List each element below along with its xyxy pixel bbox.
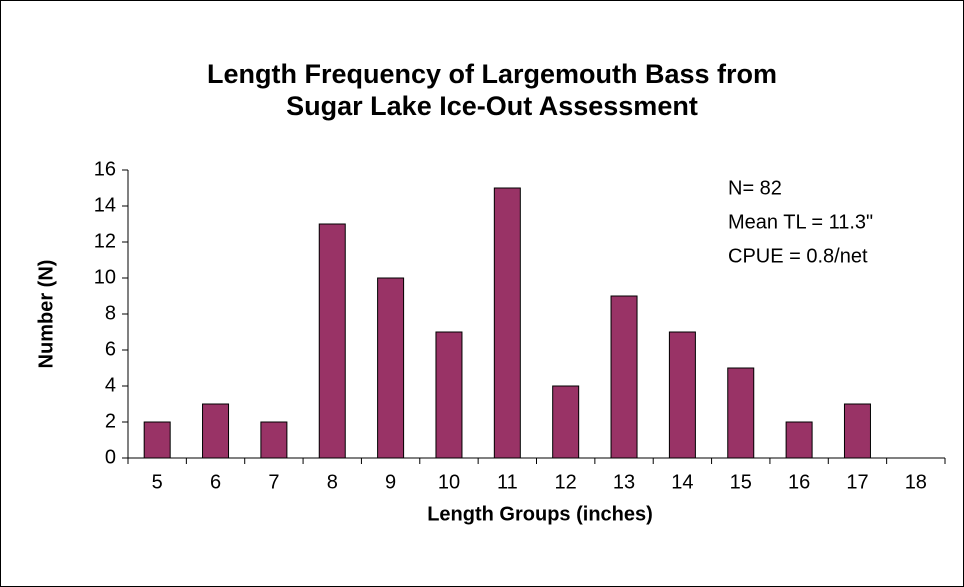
y-tick-label: 4 — [105, 374, 116, 396]
y-tick-label: 8 — [105, 302, 116, 324]
annotation: CPUE = 0.8/net — [728, 245, 868, 267]
chart-title: Length Frequency of Largemouth Bass from — [207, 59, 777, 89]
y-tick-label: 10 — [94, 266, 116, 288]
x-tick-label: 11 — [497, 471, 518, 493]
y-tick-label: 6 — [105, 338, 116, 360]
x-tick-label: 14 — [671, 471, 693, 493]
chart-title: Sugar Lake Ice-Out Assessment — [286, 91, 698, 121]
bar — [785, 421, 813, 459]
bar — [435, 331, 463, 459]
x-tick-label: 12 — [555, 471, 577, 493]
bar — [668, 331, 696, 459]
annotation: Mean TL = 11.3" — [728, 211, 873, 233]
x-tick-label: 16 — [788, 471, 810, 493]
bar — [202, 403, 230, 459]
bar — [843, 403, 871, 459]
x-tick-label: 18 — [905, 471, 927, 493]
x-tick-label: 6 — [210, 471, 221, 493]
y-tick-label: 2 — [105, 410, 116, 432]
y-tick-label: 0 — [105, 446, 116, 468]
y-tick-label: 14 — [94, 194, 116, 216]
bar — [610, 295, 638, 459]
bar — [552, 385, 580, 459]
bar — [260, 421, 288, 459]
bar — [318, 223, 346, 459]
x-axis-label: Length Groups (inches) — [427, 503, 653, 525]
bar — [493, 187, 521, 459]
annotation: N= 82 — [728, 177, 782, 199]
x-tick-label: 9 — [385, 471, 396, 493]
x-tick-label: 17 — [846, 471, 868, 493]
x-tick-label: 7 — [268, 471, 279, 493]
bar — [143, 421, 171, 459]
y-tick-label: 12 — [94, 230, 116, 252]
y-tick-label: 16 — [94, 158, 116, 180]
bar — [377, 277, 405, 459]
x-tick-label: 15 — [730, 471, 752, 493]
x-tick-label: 5 — [152, 471, 163, 493]
x-tick-label: 10 — [438, 471, 460, 493]
y-axis-label: Number (N) — [35, 260, 57, 369]
bar — [727, 367, 755, 459]
x-tick-label: 13 — [613, 471, 635, 493]
x-tick-label: 8 — [327, 471, 338, 493]
